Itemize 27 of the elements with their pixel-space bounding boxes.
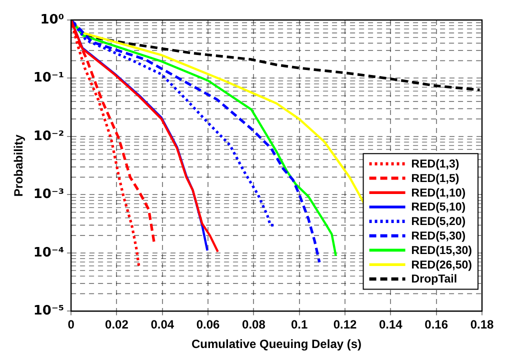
x-tick-label: 0.1 — [291, 318, 308, 332]
x-tick-label: 0.14 — [378, 318, 403, 332]
legend-label: RED(1,10) — [411, 187, 466, 200]
x-tick-label: 0.16 — [424, 318, 448, 332]
legend-label: RED(1,3) — [411, 158, 460, 170]
x-tick-label: 0 — [68, 318, 75, 332]
y-tick-label: 10⁻² — [33, 128, 64, 144]
x-tick-label: 0.06 — [196, 318, 220, 332]
legend-label: RED(15,30) — [411, 244, 472, 257]
y-tick-label: 10⁰ — [40, 12, 64, 28]
x-tick-label: 0.08 — [242, 318, 266, 332]
legend-label: RED(1,5) — [411, 172, 460, 185]
legend-label: DropTail — [411, 274, 458, 286]
x-axis-title: Cumulative Queuing Delay (s) — [192, 337, 362, 352]
legend-label: RED(26,50) — [411, 259, 472, 272]
y-axis-title: Probability — [12, 134, 26, 197]
legend-label: RED(5,20) — [411, 216, 466, 228]
legend-label: RED(5,30) — [411, 230, 466, 242]
y-tick-label: 10⁻⁵ — [33, 304, 64, 319]
legend-label: RED(5,10) — [411, 202, 466, 214]
x-tick-label: 0.18 — [470, 318, 494, 332]
y-tick-label: 10⁻¹ — [33, 70, 64, 86]
x-tick-label: 0.02 — [105, 318, 129, 332]
y-tick-label: 10⁻⁴ — [33, 245, 64, 260]
y-tick-label: 10⁻³ — [33, 187, 64, 202]
x-tick-label: 0.04 — [150, 318, 174, 332]
x-tick-label: 0.12 — [333, 318, 358, 332]
